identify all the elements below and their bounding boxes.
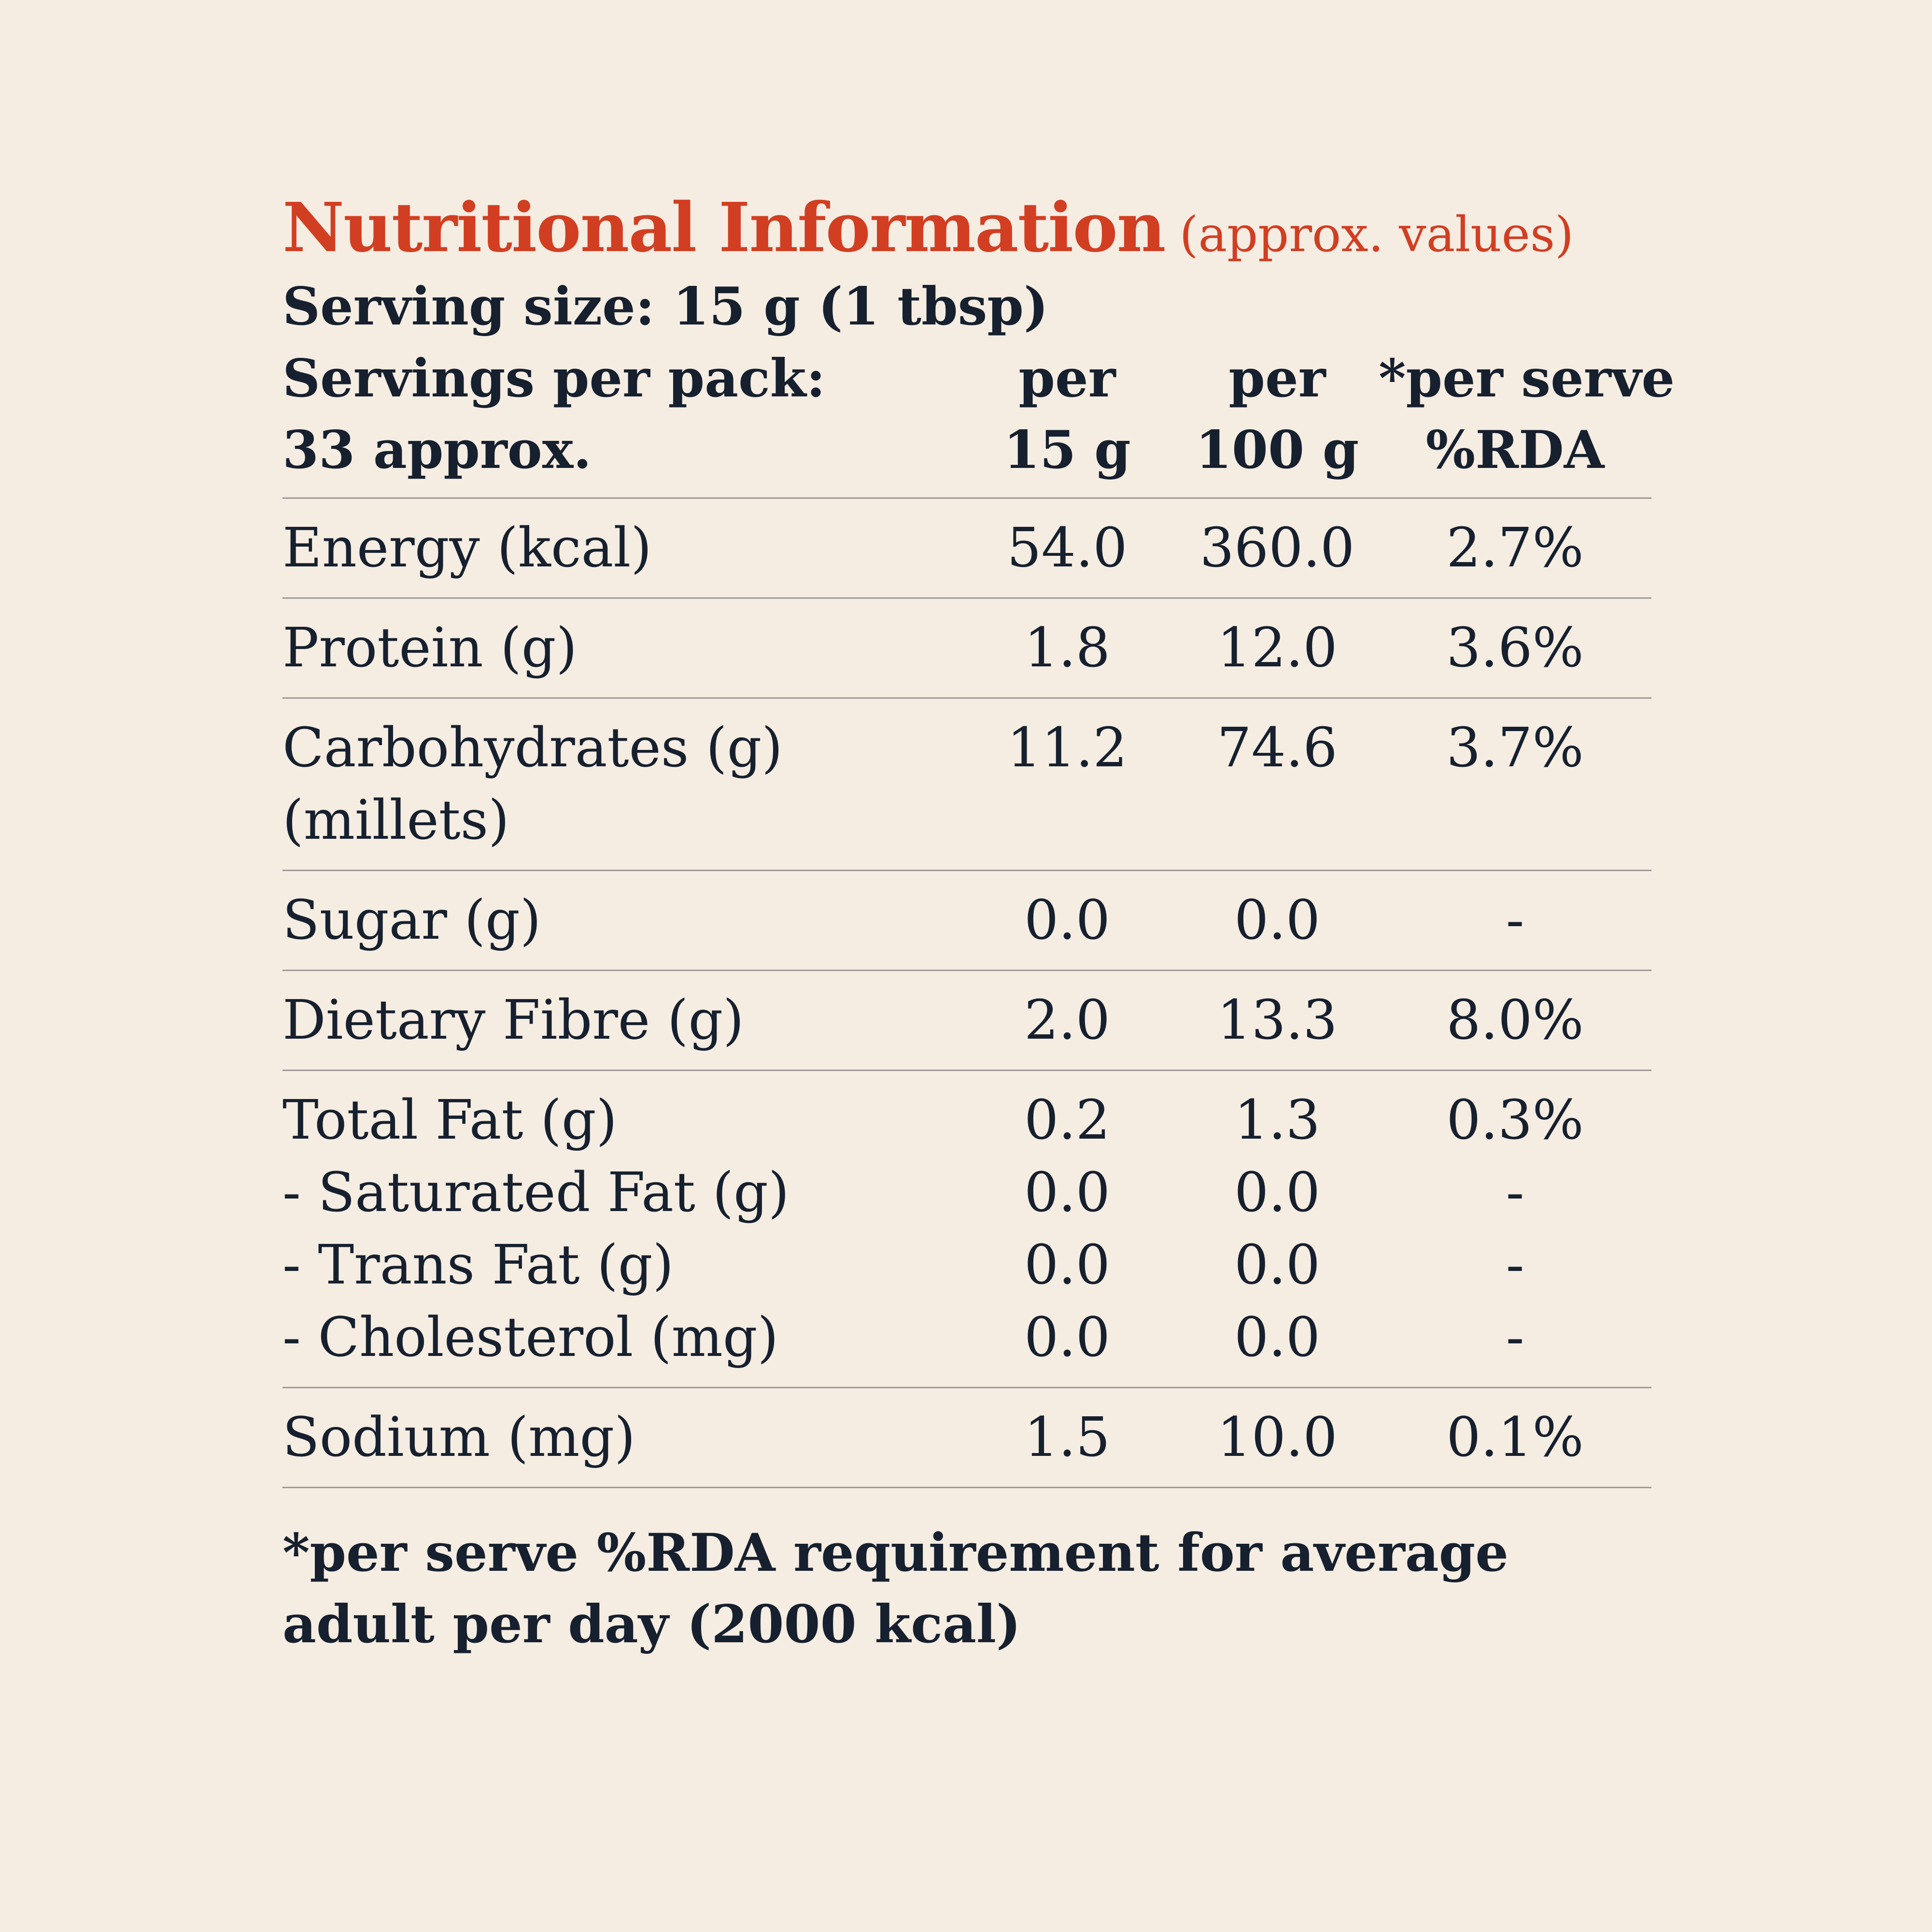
- nutrient-name-line1: Carbohydrates (g): [282, 717, 783, 779]
- nutrient-name-trans-fat: - Trans Fat (g): [282, 1234, 674, 1297]
- value-rda: 8.0%: [1446, 989, 1584, 1052]
- column-header-per-15g-line2: 15 g: [1003, 420, 1131, 480]
- table-row-energy: Energy (kcal) 54.0 360.0 2.7%: [282, 499, 1651, 597]
- values-per-100g: 1.3 0.0 0.0 0.0: [1176, 1084, 1379, 1374]
- divider: [282, 1070, 1651, 1071]
- footnote-line2: adult per day (2000 kcal): [282, 1594, 1021, 1655]
- value-per-15g: 2.0: [1024, 989, 1111, 1052]
- footnote-line1: *per serve %RDA requirement for average: [282, 1523, 1509, 1583]
- value-per-100g: 74.6: [1217, 717, 1338, 779]
- value-rda: -: [1506, 889, 1524, 952]
- servings-label-line1: Servings per pack:: [282, 348, 826, 409]
- page-subtitle: (approx. values): [1179, 206, 1574, 263]
- title-line: Nutritional Information (approx. values): [282, 188, 1651, 270]
- value-per-100g: 13.3: [1217, 989, 1338, 1052]
- value-per-100g: 1.3: [1234, 1089, 1321, 1152]
- value-per-100g: 0.0: [1234, 1306, 1321, 1369]
- value-rda: -: [1506, 1161, 1524, 1224]
- column-header-per-15g: per 15 g: [959, 343, 1176, 497]
- column-header-per-100g-line2: 100 g: [1195, 420, 1359, 480]
- nutrient-name: Protein (g): [282, 617, 578, 679]
- value-rda: 2.7%: [1446, 517, 1584, 579]
- column-header-per-100g-line1: per: [1228, 348, 1326, 409]
- column-header-rda-line1: *per serve: [1379, 348, 1675, 409]
- table-row-sodium: Sodium (mg) 1.5 10.0 0.1%: [282, 1388, 1651, 1487]
- nutrient-name: Dietary Fibre (g): [282, 989, 744, 1052]
- value-per-100g: 0.0: [1234, 889, 1321, 952]
- value-per-15g: 11.2: [1007, 717, 1128, 779]
- table-row-carbohydrates: Carbohydrates (g) (millets) 11.2 74.6 3.…: [282, 699, 1651, 870]
- value-rda: 3.6%: [1446, 617, 1584, 679]
- nutrient-name-cholesterol: - Cholesterol (mg): [282, 1306, 779, 1369]
- nutrient-name: Energy (kcal): [282, 517, 652, 579]
- nutrient-name: Carbohydrates (g) (millets): [282, 712, 959, 857]
- nutrient-name-saturated-fat: - Saturated Fat (g): [282, 1161, 790, 1224]
- divider: [282, 1387, 1651, 1388]
- value-per-100g: 12.0: [1217, 617, 1338, 679]
- nutrient-name: Sugar (g): [282, 889, 541, 952]
- divider: [282, 597, 1651, 599]
- value-per-100g: 0.0: [1234, 1234, 1321, 1297]
- table-row-dietary-fibre: Dietary Fibre (g) 2.0 13.3 8.0%: [282, 971, 1651, 1070]
- divider: [282, 697, 1651, 699]
- value-per-100g: 0.0: [1234, 1161, 1321, 1224]
- value-per-15g: 0.0: [1024, 1306, 1111, 1369]
- divider: [282, 870, 1651, 871]
- page-title: Nutritional Information: [282, 188, 1166, 268]
- table-row-sugar: Sugar (g) 0.0 0.0 -: [282, 871, 1651, 970]
- footnote: *per serve %RDA requirement for average …: [282, 1517, 1651, 1660]
- divider: [282, 1487, 1651, 1488]
- value-per-100g: 10.0: [1217, 1406, 1338, 1469]
- value-per-15g: 1.8: [1024, 617, 1111, 679]
- table-row-protein: Protein (g) 1.8 12.0 3.6%: [282, 599, 1651, 697]
- value-rda: -: [1506, 1306, 1524, 1369]
- values-rda: 0.3% - - -: [1379, 1084, 1651, 1374]
- value-per-100g: 360.0: [1199, 517, 1355, 579]
- value-rda: 0.3%: [1446, 1089, 1584, 1152]
- column-header-per-100g: per 100 g: [1176, 343, 1379, 497]
- serving-size: Serving size: 15 g (1 tbsp): [282, 276, 1049, 337]
- table-row-fat-group: Total Fat (g) - Saturated Fat (g) - Tran…: [282, 1071, 1651, 1387]
- column-header-per-15g-line1: per: [1018, 348, 1116, 409]
- value-per-15g: 1.5: [1024, 1406, 1111, 1469]
- nutrient-name-total-fat: Total Fat (g): [282, 1089, 618, 1152]
- value-rda: 0.1%: [1446, 1406, 1584, 1469]
- value-per-15g: 0.2: [1024, 1089, 1111, 1152]
- divider: [282, 970, 1651, 971]
- value-rda: 3.7%: [1446, 717, 1584, 779]
- divider: [282, 497, 1651, 499]
- nutrition-panel: Nutritional Information (approx. values) …: [282, 188, 1675, 1660]
- column-header-rda: *per serve %RDA: [1379, 343, 1675, 497]
- servings-label-line2: 33 approx.: [282, 420, 592, 480]
- nutrient-name: Sodium (mg): [282, 1406, 635, 1469]
- value-per-15g: 54.0: [1007, 517, 1128, 579]
- column-header-rda-line2: %RDA: [1425, 420, 1605, 480]
- value-rda: -: [1506, 1234, 1524, 1297]
- servings-per-pack: Servings per pack: 33 approx.: [282, 343, 959, 497]
- value-per-15g: 0.0: [1024, 1234, 1111, 1297]
- value-per-15g: 0.0: [1024, 889, 1111, 952]
- values-per-15g: 0.2 0.0 0.0 0.0: [959, 1084, 1176, 1374]
- value-per-15g: 0.0: [1024, 1161, 1111, 1224]
- table-header: Servings per pack: 33 approx. per 15 g p…: [282, 343, 1675, 497]
- nutrient-names: Total Fat (g) - Saturated Fat (g) - Tran…: [282, 1084, 959, 1374]
- nutrient-name-line2: (millets): [282, 789, 509, 852]
